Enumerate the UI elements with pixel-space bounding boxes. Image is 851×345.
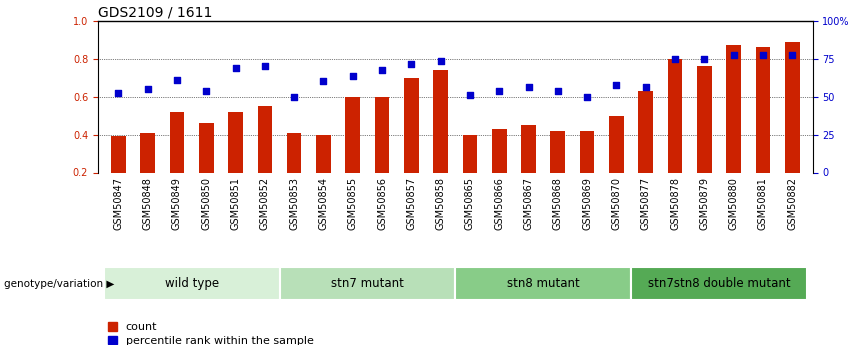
Point	[551, 88, 564, 94]
Bar	[668, 59, 683, 172]
Text: stn7 mutant: stn7 mutant	[331, 277, 404, 290]
Text: GSM50850: GSM50850	[202, 177, 211, 230]
Bar	[697, 66, 711, 172]
Text: GSM50854: GSM50854	[318, 177, 328, 230]
Text: GSM50878: GSM50878	[670, 177, 680, 230]
Bar	[287, 133, 301, 172]
Point	[258, 63, 271, 69]
Text: GDS2109 / 1611: GDS2109 / 1611	[98, 6, 212, 20]
Text: GSM50869: GSM50869	[582, 177, 592, 230]
Point	[375, 67, 389, 73]
Point	[170, 77, 184, 82]
Text: stn7stn8 double mutant: stn7stn8 double mutant	[648, 277, 791, 290]
FancyBboxPatch shape	[279, 267, 455, 300]
Point	[111, 90, 125, 96]
Text: GSM50882: GSM50882	[787, 177, 797, 230]
Point	[346, 73, 360, 79]
Point	[522, 85, 535, 90]
Bar	[609, 116, 624, 172]
Bar	[404, 78, 419, 172]
Point	[609, 82, 623, 88]
Bar	[638, 91, 653, 172]
Point	[199, 88, 213, 94]
Text: GSM50866: GSM50866	[494, 177, 505, 230]
Bar	[463, 135, 477, 172]
Text: GSM50879: GSM50879	[700, 177, 709, 230]
Text: GSM50868: GSM50868	[553, 177, 563, 230]
Point	[404, 62, 418, 67]
Bar	[492, 129, 506, 172]
Bar	[785, 42, 800, 172]
Text: genotype/variation ▶: genotype/variation ▶	[4, 279, 115, 289]
Text: GSM50867: GSM50867	[523, 177, 534, 230]
Bar	[433, 70, 448, 172]
Bar	[374, 97, 390, 172]
Point	[229, 66, 243, 71]
Point	[141, 86, 155, 92]
Text: GSM50856: GSM50856	[377, 177, 387, 230]
Bar	[551, 131, 565, 172]
Text: GSM50877: GSM50877	[641, 177, 651, 230]
Bar	[316, 135, 331, 172]
Text: GSM50849: GSM50849	[172, 177, 182, 230]
Point	[639, 85, 653, 90]
FancyBboxPatch shape	[104, 267, 279, 300]
Text: GSM50880: GSM50880	[728, 177, 739, 230]
Point	[288, 94, 301, 99]
Point	[580, 94, 594, 99]
Bar	[346, 97, 360, 172]
Point	[317, 79, 330, 84]
Legend: count, percentile rank within the sample: count, percentile rank within the sample	[104, 318, 318, 345]
Text: GSM50855: GSM50855	[348, 177, 357, 230]
Bar	[169, 112, 185, 172]
Text: GSM50852: GSM50852	[260, 177, 270, 230]
Point	[727, 52, 740, 58]
Bar	[111, 137, 126, 172]
Text: GSM50853: GSM50853	[289, 177, 300, 230]
Bar	[199, 123, 214, 172]
Bar	[228, 112, 243, 172]
Text: GSM50847: GSM50847	[113, 177, 123, 230]
Bar	[580, 131, 595, 172]
Text: GSM50870: GSM50870	[611, 177, 621, 230]
Text: wild type: wild type	[164, 277, 219, 290]
Point	[668, 56, 682, 61]
Point	[493, 88, 506, 94]
Text: GSM50865: GSM50865	[465, 177, 475, 230]
Point	[463, 92, 477, 98]
Bar	[756, 47, 770, 172]
FancyBboxPatch shape	[631, 267, 807, 300]
Text: GSM50858: GSM50858	[436, 177, 446, 230]
Point	[756, 52, 769, 58]
Bar	[726, 46, 741, 172]
Text: GSM50851: GSM50851	[231, 177, 241, 230]
Bar	[521, 125, 536, 172]
Point	[434, 58, 448, 63]
Point	[698, 56, 711, 61]
Text: GSM50881: GSM50881	[758, 177, 768, 230]
Bar	[140, 133, 155, 172]
Text: GSM50857: GSM50857	[406, 177, 416, 230]
Text: GSM50848: GSM50848	[143, 177, 152, 230]
FancyBboxPatch shape	[455, 267, 631, 300]
Bar	[258, 106, 272, 172]
Point	[785, 52, 799, 58]
Text: stn8 mutant: stn8 mutant	[507, 277, 580, 290]
